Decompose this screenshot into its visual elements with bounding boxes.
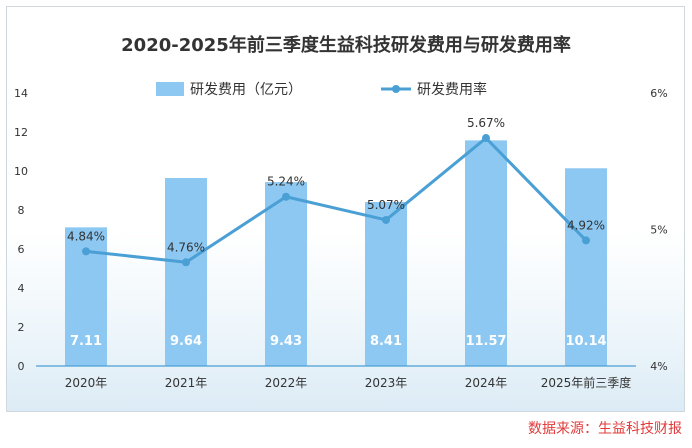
rate-line — [85, 136, 588, 264]
legend-bar-label: 研发费用（亿元） — [190, 82, 302, 98]
legend-bar-swatch — [156, 82, 184, 96]
y-left-tick-label: 4 — [18, 282, 25, 295]
rate-point — [382, 215, 390, 224]
bar-value-label: 11.57 — [465, 334, 506, 349]
bar — [165, 178, 207, 366]
bar-value-label: 10.14 — [565, 334, 606, 349]
legend-line-marker — [392, 85, 400, 93]
bar-value-label: 9.64 — [170, 334, 202, 349]
y-left-tick-label: 0 — [18, 360, 25, 373]
x-tick-label: 2023年 — [365, 376, 408, 390]
rate-point — [482, 134, 490, 143]
y-left-tick-label: 12 — [14, 126, 28, 139]
y-left-tick-label: 6 — [18, 243, 25, 256]
legend-line-label: 研发费用率 — [417, 81, 487, 98]
x-tick-label: 2022年 — [265, 376, 308, 390]
bar — [265, 182, 307, 366]
y-right-tick-label: 4% — [650, 360, 667, 373]
x-tick-label: 2020年 — [65, 376, 108, 390]
rate-value-label: 4.92% — [567, 218, 605, 232]
rate-value-label: 4.84% — [67, 229, 105, 243]
x-tick-label: 2021年 — [165, 376, 208, 390]
bar — [565, 168, 607, 366]
source-note: 数据来源：生益科技财报 — [528, 421, 682, 437]
y-right-tick-label: 5% — [650, 224, 667, 237]
x-tick-label: 2024年 — [465, 376, 508, 390]
y-left-tick-label: 8 — [18, 204, 25, 217]
rate-value-label: 5.07% — [367, 198, 405, 212]
y-left-tick-label: 14 — [14, 87, 28, 100]
rate-point — [582, 236, 590, 245]
y-left-tick-label: 2 — [18, 321, 25, 334]
bar-value-label: 7.11 — [70, 334, 102, 349]
rate-value-label: 5.24% — [267, 175, 305, 189]
rate-value-label: 4.76% — [167, 240, 205, 254]
y-left-tick-label: 10 — [14, 165, 28, 178]
rate-point — [182, 258, 190, 267]
rate-value-label: 5.67% — [467, 116, 505, 130]
x-tick-label: 2025年前三季度 — [541, 375, 632, 390]
bar — [465, 140, 507, 366]
bar-value-label: 9.43 — [270, 334, 302, 349]
chart-frame: 2020-2025年前三季度生益科技研发费用与研发费用率研发费用（亿元） 研发费用… — [6, 6, 685, 412]
bar — [365, 202, 407, 366]
chart-title: 2020-2025年前三季度生益科技研发费用与研发费用率 — [121, 34, 571, 56]
y-right-tick-label: 6% — [650, 87, 667, 100]
rate-point — [82, 247, 90, 256]
rate-point — [282, 192, 290, 201]
bar-value-label: 8.41 — [370, 334, 402, 349]
